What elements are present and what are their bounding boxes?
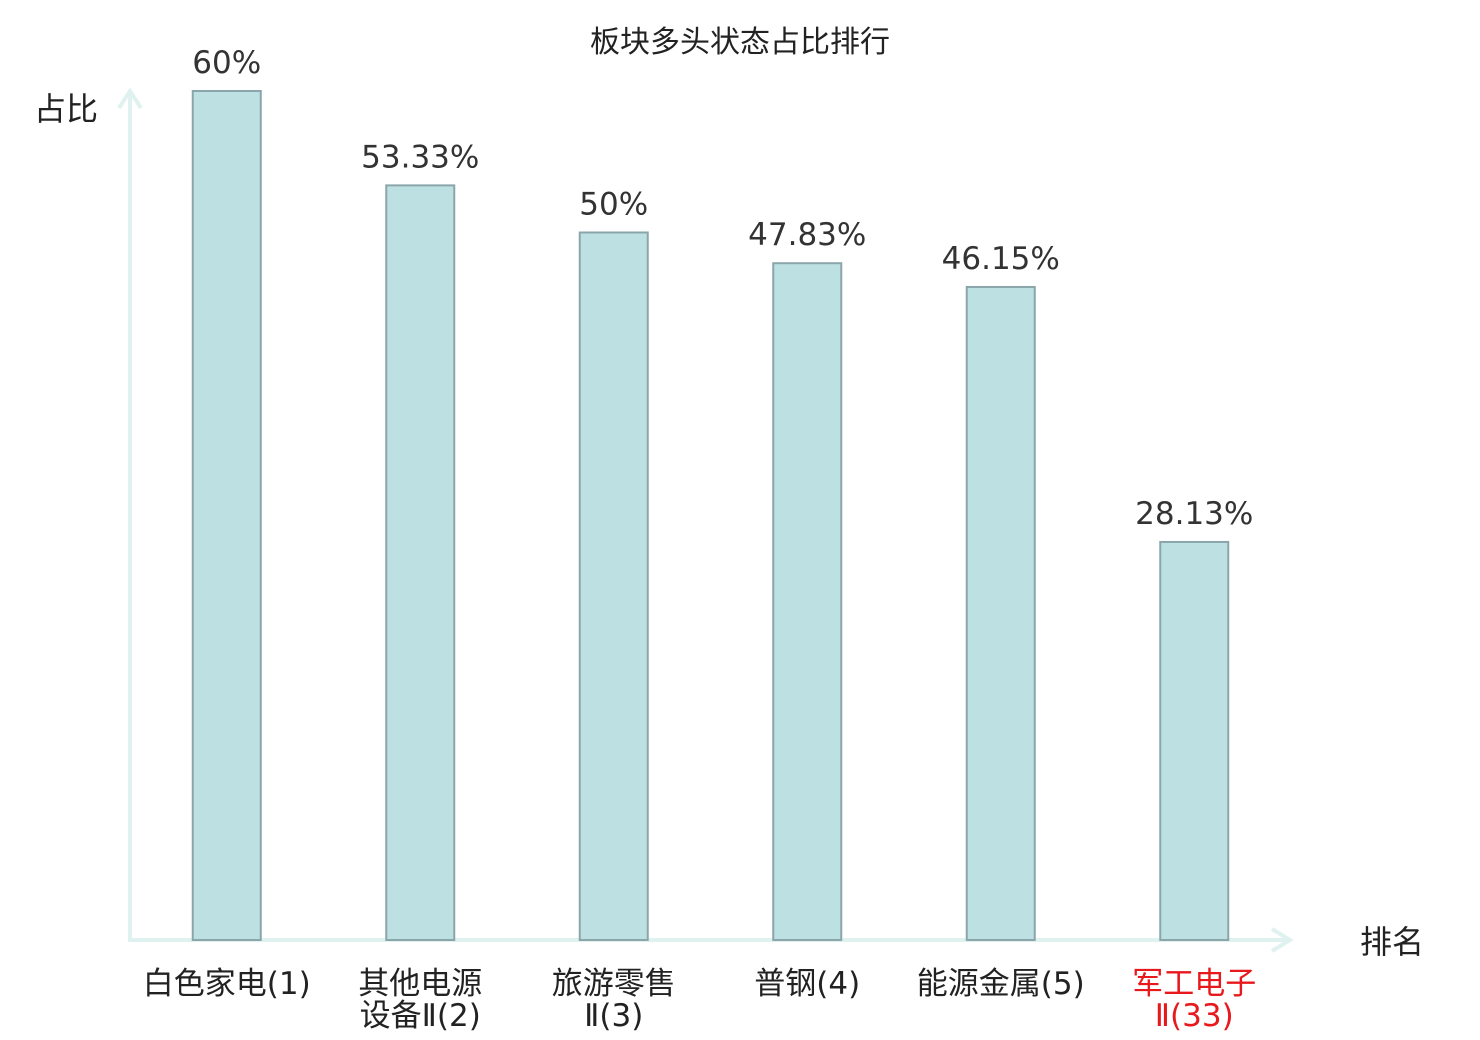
chart-title: 板块多头状态占比排行 [590, 25, 890, 60]
value-label-6: 28.13% [1135, 496, 1253, 532]
category-label-2-line-2: 设备Ⅱ(2) [360, 998, 481, 1034]
bar-5 [965, 285, 1036, 942]
category-label-5: 能源金属(5) [917, 966, 1085, 1002]
bar-2 [385, 184, 456, 941]
bar-6 [1159, 540, 1230, 941]
bar-1 [191, 90, 262, 941]
bars-group [191, 90, 1230, 942]
y-axis-label: 占比 [34, 90, 98, 128]
value-label-4: 47.83% [748, 217, 866, 253]
value-label-3: 50% [579, 187, 648, 223]
value-label-5: 46.15% [942, 241, 1060, 277]
y-axis [117, 87, 143, 940]
x-axis-label: 排名 [1360, 923, 1424, 961]
category-label-6-line-2: Ⅱ(33) [1155, 998, 1234, 1034]
category-label-1: 白色家电(1) [143, 966, 311, 1002]
bar-4 [772, 262, 843, 941]
bar-3 [578, 231, 649, 941]
category-label-4: 普钢(4) [754, 966, 860, 1002]
category-label-3-line-2: Ⅱ(3) [584, 998, 643, 1034]
category-label-3-line-1: 旅游零售 [552, 966, 676, 1002]
category-label-2-line-1: 其他电源 [358, 966, 482, 1002]
value-label-1: 60% [192, 45, 261, 81]
value-label-2: 53.33% [361, 139, 479, 175]
x-axis [128, 927, 1294, 953]
category-label-6-line-1: 军工电子 [1132, 966, 1256, 1002]
value-labels-group: 60% 53.33% 50% 47.83% 46.15% 28.13% [192, 45, 1253, 532]
